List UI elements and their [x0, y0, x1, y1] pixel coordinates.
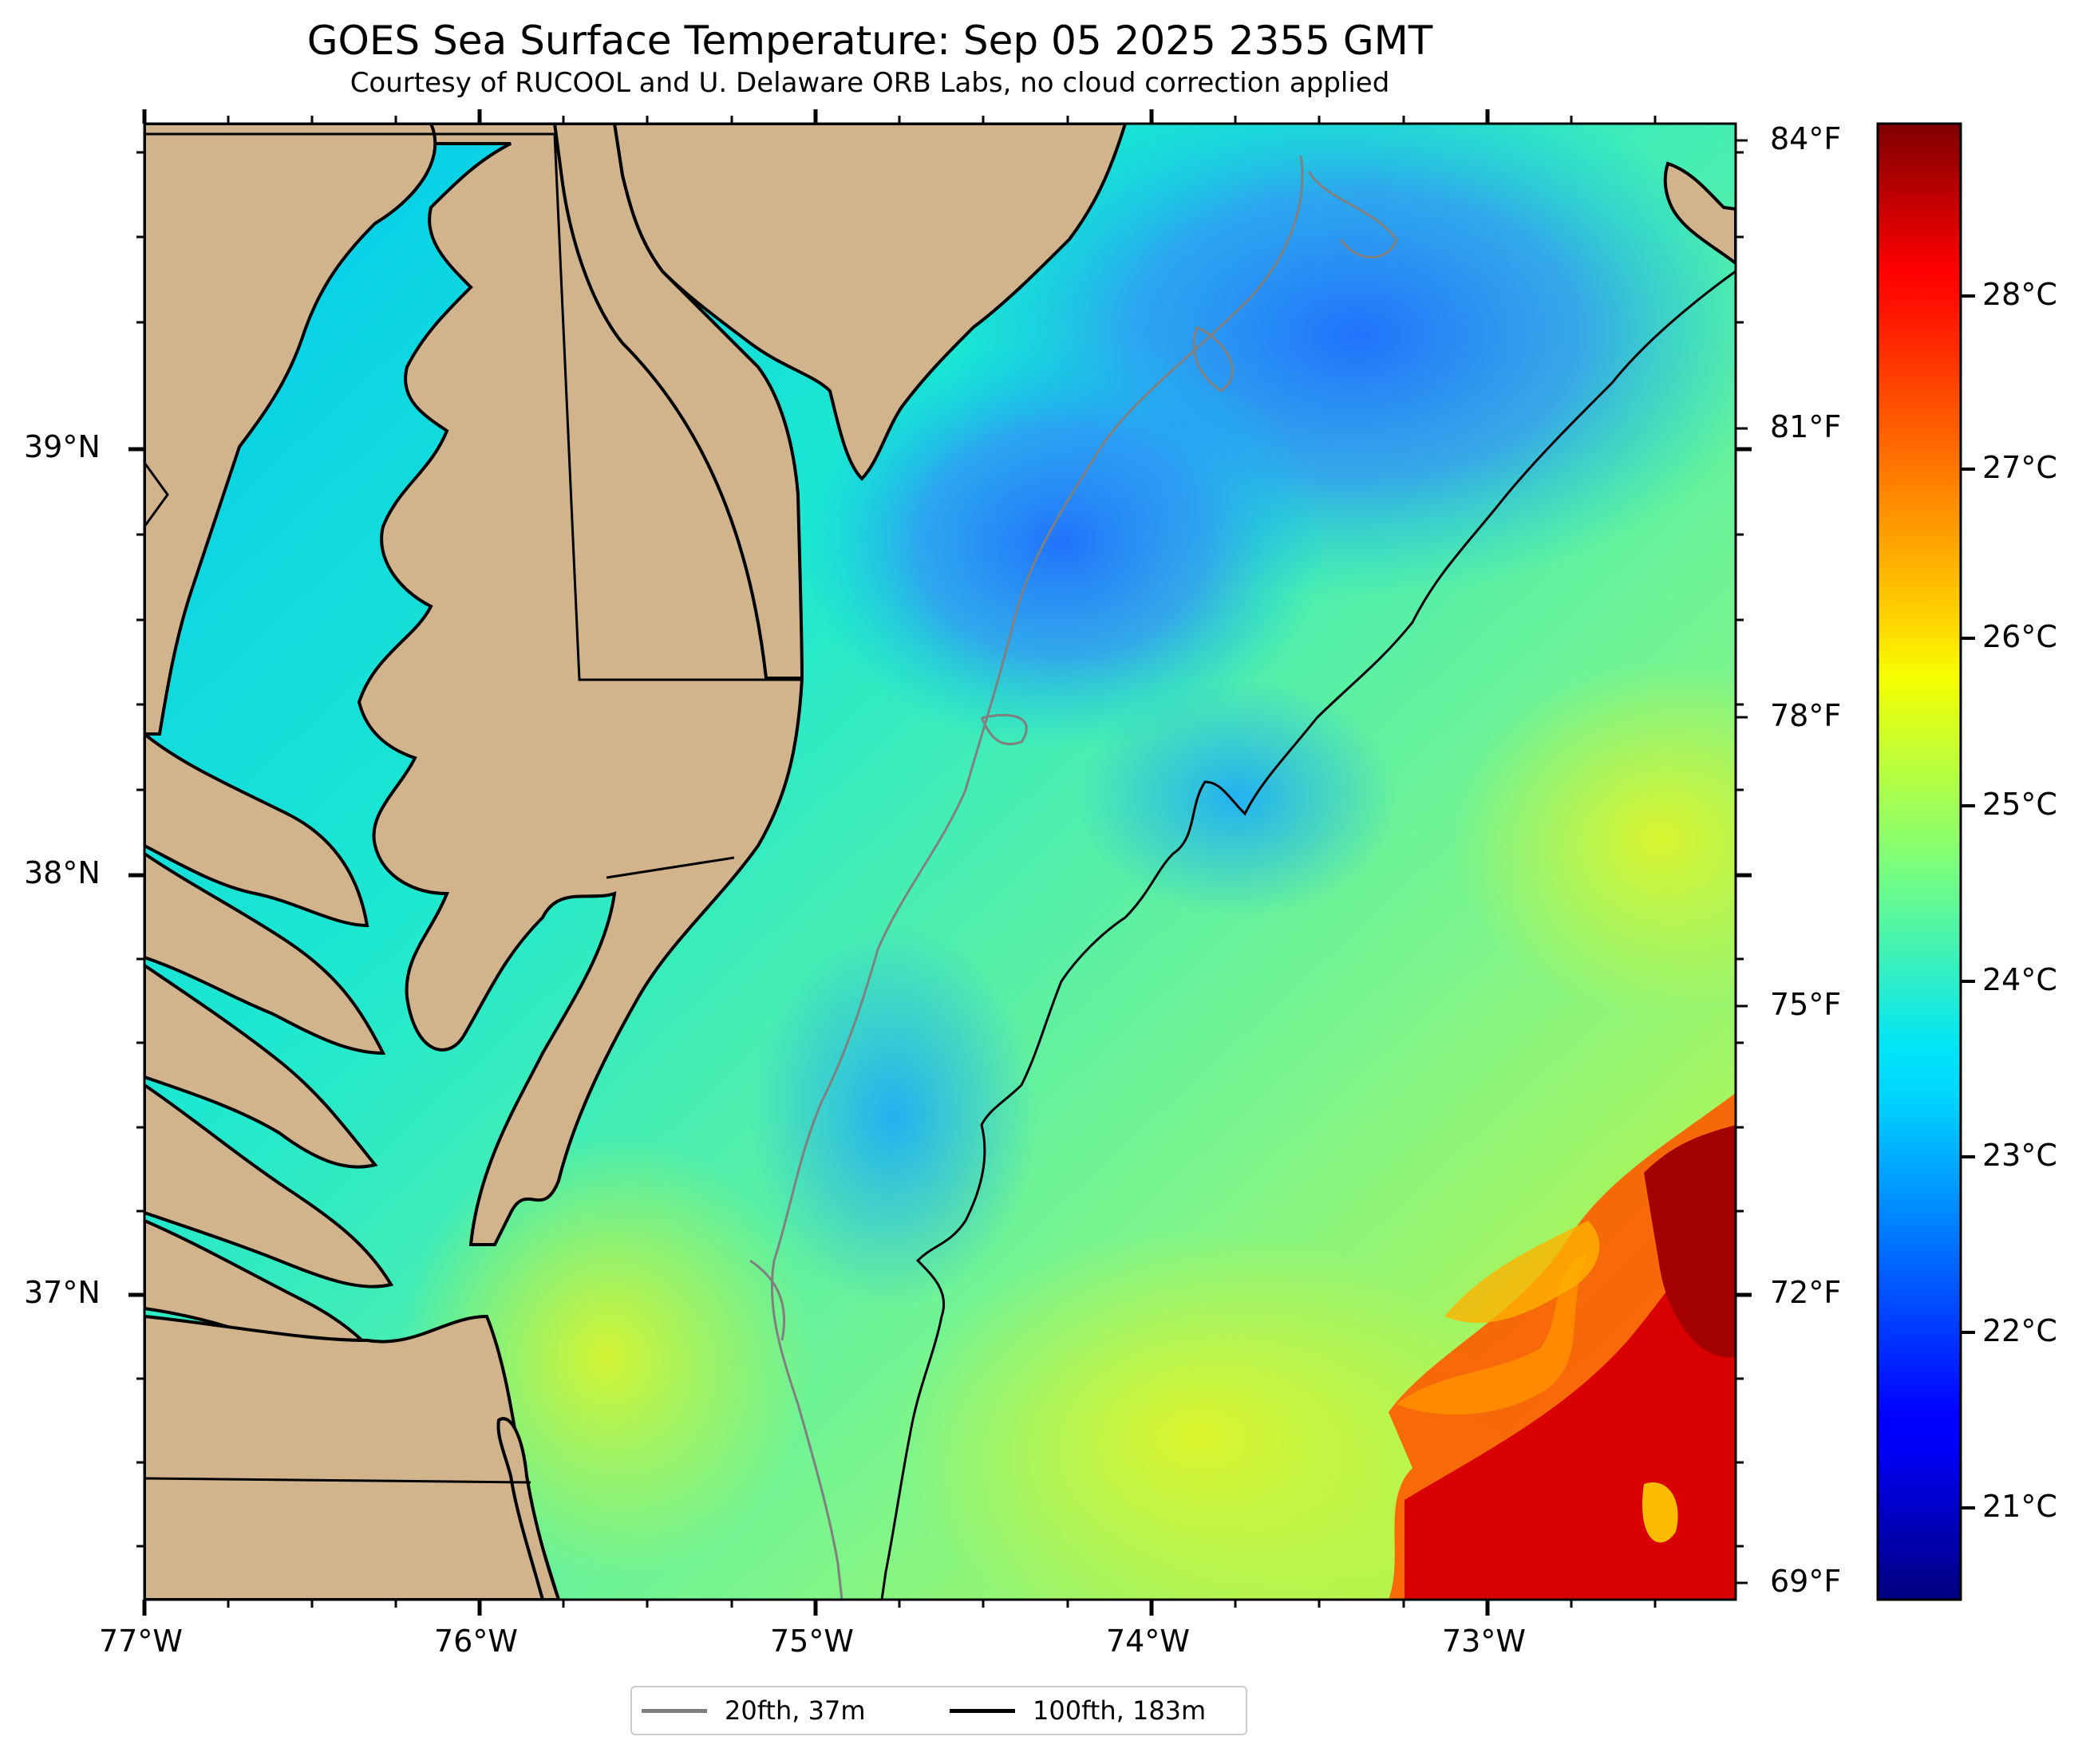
map-title: GOES Sea Surface Temperature: Sep 05 202… [306, 18, 1433, 64]
celsius-label: 27°C [1982, 450, 2057, 485]
celsius-label: 28°C [1982, 277, 2057, 312]
lat-label: 37°N [24, 1275, 101, 1310]
land-masses [144, 124, 1736, 1600]
fahrenheit-label: 75°F [1770, 987, 1842, 1022]
map-frame [143, 122, 1737, 1601]
map-subtitle: Courtesy of RUCOOL and U. Delaware ORB L… [350, 67, 1390, 99]
lon-label: 77°W [99, 1624, 183, 1659]
fahrenheit-ticks [1736, 139, 1748, 1584]
lat-label: 39°N [24, 429, 101, 464]
fahrenheit-label: 84°F [1770, 121, 1842, 156]
isobath-20fth [770, 155, 1304, 1600]
celsius-label: 25°C [1982, 787, 2057, 822]
celsius-label: 24°C [1982, 962, 2057, 997]
celsius-label: 23°C [1982, 1138, 2057, 1173]
lon-label: 73°W [1442, 1624, 1526, 1659]
lat-label: 38°N [24, 855, 101, 890]
celsius-label: 26°C [1982, 619, 2057, 654]
legend-item-20fth: 20fth, 37m [642, 1687, 865, 1734]
lon-ticks [142, 109, 1657, 1616]
lon-label: 76°W [434, 1624, 518, 1659]
celsius-label: 21°C [1982, 1489, 2057, 1524]
legend-swatch [642, 1708, 707, 1713]
state-borders [144, 132, 802, 1484]
celsius-label: 22°C [1982, 1313, 2057, 1348]
fahrenheit-label: 69°F [1770, 1564, 1842, 1599]
isobath-100fth [880, 270, 1736, 1600]
colorbar-gradient [1878, 124, 1961, 1600]
colorbar-frame [1876, 122, 1962, 1601]
lat-ticks [128, 151, 1752, 1548]
lon-label: 74°W [1106, 1624, 1190, 1659]
fahrenheit-label: 72°F [1770, 1275, 1842, 1310]
isobaths [749, 155, 1736, 1600]
fahrenheit-label: 81°F [1770, 409, 1842, 444]
fahrenheit-label: 78°F [1770, 698, 1842, 733]
legend-label: 100fth, 183m [1033, 1695, 1207, 1726]
legend-swatch [950, 1708, 1015, 1713]
isobath-legend: 20fth, 37m 100fth, 183m [630, 1686, 1247, 1735]
legend-label: 20fth, 37m [725, 1695, 866, 1726]
legend-item-100fth: 100fth, 183m [950, 1687, 1206, 1734]
lon-label: 75°W [770, 1624, 854, 1659]
colorbar-ticks [1961, 294, 1975, 1509]
